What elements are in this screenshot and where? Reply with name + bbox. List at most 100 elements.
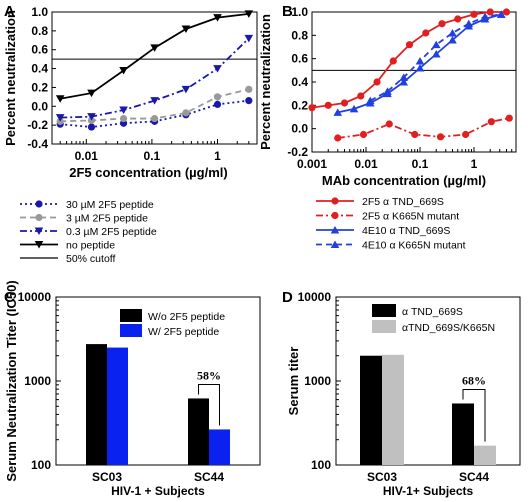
data-point (422, 29, 430, 37)
y-tick-label: 100 (31, 458, 51, 472)
y-tick-label: -0.2 (287, 145, 308, 159)
data-point (496, 10, 506, 18)
series-0 (308, 8, 511, 112)
data-point (399, 78, 409, 86)
data-point (399, 73, 409, 81)
y-tick-label: 0.8 (31, 24, 48, 38)
data-point (151, 114, 159, 123)
data-point (119, 106, 128, 115)
data-point (448, 36, 457, 44)
data-point (87, 89, 96, 98)
legend: α TND_669S αTND_669S/K665N (372, 304, 495, 334)
y-tick-label: 0.6 (31, 43, 48, 57)
data-point (389, 57, 397, 65)
legend-swatch (120, 324, 142, 337)
series-2 (55, 34, 254, 122)
x-axis-title: HIV-1+ Subjects (383, 484, 474, 498)
series-line (311, 11, 507, 109)
data-point (213, 100, 222, 108)
percent-annotation: 58% (197, 368, 221, 426)
x-tick-label: 0.001 (297, 157, 327, 171)
data-point (213, 93, 222, 101)
bar (209, 429, 230, 465)
data-point (87, 113, 96, 121)
legend-marker (35, 213, 43, 222)
series-3 (55, 10, 254, 103)
series-line (60, 12, 249, 100)
y-tick-label: 0.0 (291, 122, 308, 136)
data-point (505, 114, 513, 122)
y-axis-title: Serum titer (286, 347, 301, 416)
data-point (334, 134, 342, 142)
y-tick-label: -0.2 (27, 118, 48, 132)
data-point (470, 10, 478, 18)
data-point (411, 130, 419, 139)
data-point (308, 104, 316, 112)
series-line (337, 117, 510, 139)
data-point (415, 64, 425, 72)
data-point (487, 118, 495, 126)
panel-letter: D (282, 289, 293, 306)
data-point (119, 114, 128, 123)
series-1 (56, 85, 253, 125)
x-tick-label: 0.1 (412, 157, 429, 171)
series-2 (333, 10, 506, 116)
panel-letter: B (282, 3, 293, 20)
legend-label: W/ 2F5 peptide (148, 326, 219, 338)
y-tick-label: 100 (311, 458, 331, 472)
legend: 2F5 α TND_669S 2F5 α K665N mutant 4E10 α T… (316, 196, 466, 252)
x-category-label: SC44 (194, 470, 224, 484)
data-point (359, 130, 368, 139)
data-point (333, 108, 343, 116)
data-point (245, 85, 253, 93)
bar (188, 398, 209, 465)
y-tick-label: 1000 (304, 374, 331, 388)
data-point (213, 65, 222, 73)
y-axis-title: Serum Neutralization Titer (IC50) (4, 280, 19, 481)
data-point (150, 44, 159, 52)
data-point (502, 8, 511, 16)
data-point (55, 95, 65, 103)
data-point (87, 123, 96, 131)
panel-d: D 100 1000 10000 SC03 SC44 68% Serum titer HIV-1… (282, 289, 521, 498)
panel-c: C 100 1000 10000 SC03 SC44 58% Serum Neutraliza… (4, 280, 261, 498)
data-point (244, 34, 254, 43)
bar (86, 344, 107, 465)
data-point (245, 97, 253, 105)
legend-marker (34, 227, 44, 235)
legend-label: 2F5 α TND_669S (362, 196, 444, 208)
x-category-label: SC44 (459, 470, 489, 484)
legend-marker (34, 241, 44, 249)
legend-label: no peptide (66, 240, 115, 252)
data-point (181, 85, 191, 94)
data-point (150, 97, 159, 105)
y-tick-label: 10000 (298, 290, 332, 304)
x-category-label: SC03 (92, 470, 122, 484)
x-tick-label: 1 (471, 157, 478, 171)
y-axis-title: Percent neutralization (258, 14, 273, 150)
data-point (119, 66, 128, 75)
y-tick-label: 1.0 (291, 5, 308, 19)
y-tick-label: 1000 (24, 374, 51, 388)
data-point (431, 50, 441, 58)
legend-label: αTND_669S/K665N (402, 322, 495, 334)
bar (382, 354, 404, 465)
x-axis-title: 2F5 concentration (µg/ml) (69, 165, 227, 180)
legend-marker (330, 240, 340, 248)
data-point (385, 120, 393, 128)
data-point (324, 101, 332, 109)
x-axis-title: MAb concentration (µg/ml) (322, 173, 486, 188)
panel-letter: A (4, 3, 15, 20)
annotation-bracket (462, 388, 486, 442)
legend-label: 0.3 µM 2F5 peptide (66, 226, 157, 238)
panel-a: A -0.4 -0.2 0.0 0.2 0.4 0.6 0.8 1.0 0.01 0.1 1 Perce… (3, 3, 258, 265)
legend-label: 30 µM 2F5 peptide (66, 199, 154, 211)
data-point (436, 133, 445, 141)
x-axis-title: HIV-1 + Subjects (111, 484, 205, 498)
data-point (349, 104, 359, 113)
y-tick-label: 1.0 (31, 5, 48, 19)
series-3 (365, 10, 506, 105)
data-point (244, 10, 254, 18)
